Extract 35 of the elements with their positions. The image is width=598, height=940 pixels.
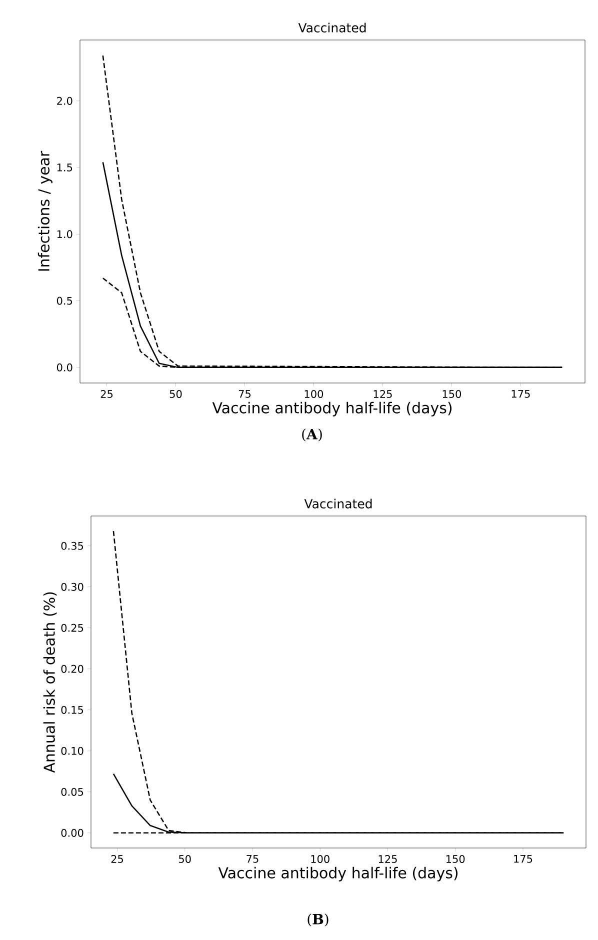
x-tick-label: 125	[374, 390, 392, 398]
x-tick-label: 100	[304, 390, 324, 398]
y-tick-label: 0.35	[61, 542, 84, 550]
y-tick-label: 0.5	[56, 296, 72, 305]
x-axis-title: Vaccine antibody half-life (days)	[218, 866, 458, 882]
x-tick-label: 125	[378, 855, 397, 863]
x-tick-label: 50	[178, 855, 191, 863]
y-tick-label: 1.0	[57, 230, 72, 238]
text: (B)	[308, 914, 328, 926]
x-tick-label: 175	[512, 390, 530, 398]
y-tick-label: 0.00	[61, 828, 84, 837]
y-tick-label: 0.30	[61, 582, 84, 591]
text: (A)	[302, 428, 322, 442]
y-tick-label: 0.25	[61, 624, 84, 632]
y-tick-label: 0.0	[56, 363, 72, 372]
x-tick-label: 25	[100, 390, 113, 398]
x-tick-label: 25	[111, 855, 123, 863]
x-tick-label: 100	[311, 855, 330, 863]
x-axis-title: Vaccine antibody half-life (days)	[212, 402, 452, 416]
y-tick-label: 0.05	[61, 788, 84, 796]
x-tick-label: 175	[514, 855, 532, 863]
x-tick-label: 150	[446, 855, 465, 863]
chart-title: Vaccinated	[298, 22, 366, 32]
x-tick-label: 75	[246, 855, 258, 863]
y-tick-label: 0.15	[61, 706, 84, 714]
y-tick-label: 0.20	[61, 664, 84, 673]
x-tick-label: 75	[238, 390, 250, 398]
y-tick-label: 1.5	[57, 164, 72, 172]
y-tick-label: 0.10	[61, 746, 84, 755]
chart-title: Vaccinated	[304, 498, 372, 508]
x-tick-label: 150	[442, 390, 462, 398]
y-axis-title: Infections / year	[38, 150, 52, 271]
x-tick-label: 50	[170, 390, 182, 398]
y-tick-label: 2.0	[57, 96, 72, 105]
y-axis-title: Annual risk of death (%)	[43, 592, 57, 773]
